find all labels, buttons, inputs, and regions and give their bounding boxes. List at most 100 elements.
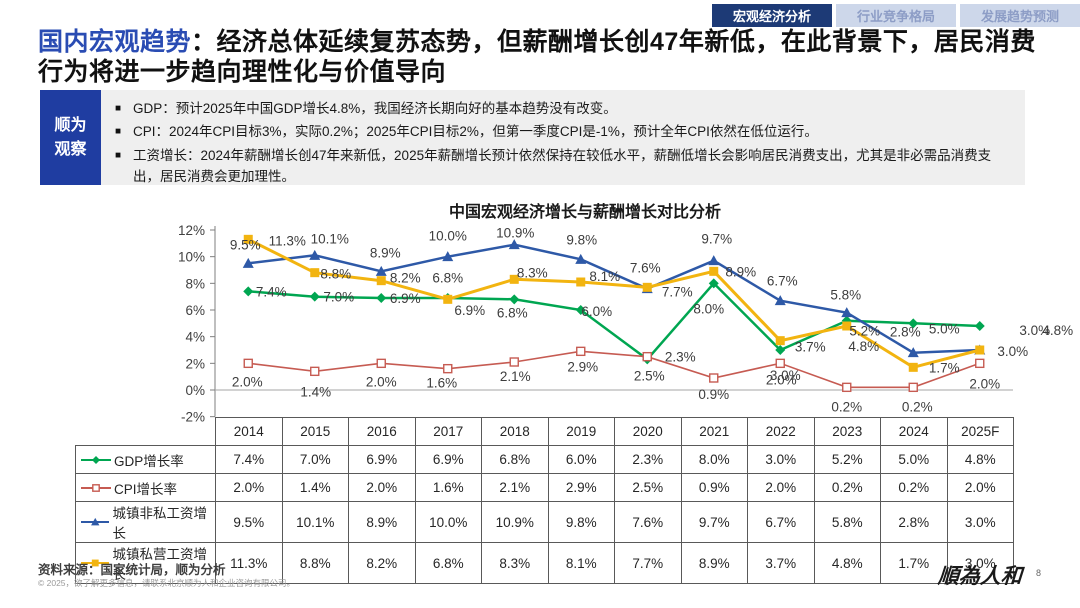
copyright-note: © 2025，欲了解更多信息，请联系北京顺为人和企业咨询有限公司。 <box>38 578 296 588</box>
svg-text:11.3%: 11.3% <box>269 233 306 248</box>
observation-bullet: ■ GDP：预计2025年中国GDP增长4.8%，我国经济长期向好的基本趋势没有改… <box>115 98 1011 119</box>
value-cell: 7.7% <box>614 542 682 584</box>
value-cell: 1.6% <box>414 473 482 502</box>
value-cell: 3.0% <box>946 501 1014 543</box>
value-cell: 3.7% <box>747 542 815 584</box>
svg-text:10.9%: 10.9% <box>496 226 534 241</box>
svg-text:2.5%: 2.5% <box>634 369 665 384</box>
bullet-square-icon: ■ <box>115 126 122 138</box>
svg-text:2.0%: 2.0% <box>969 376 1000 391</box>
svg-text:8.2%: 8.2% <box>390 271 421 286</box>
value-cell: 3.0% <box>946 542 1014 584</box>
observer-badge-line1: 顺为 <box>54 116 87 134</box>
svg-text:8%: 8% <box>185 276 205 291</box>
year-header: 2023 <box>813 417 881 446</box>
svg-text:5.8%: 5.8% <box>830 288 861 303</box>
value-cell: 6.9% <box>414 445 482 474</box>
table-row: 城镇私营工资增长 11.3% 8.8% 8.2% 6.8% 8.3% 8.1% 7.7% 8.9… <box>75 542 1014 584</box>
table-corner <box>76 418 216 446</box>
svg-text:8.1%: 8.1% <box>589 269 620 284</box>
svg-text:2.0%: 2.0% <box>366 374 397 389</box>
series-name: 城镇非私工资增长 <box>112 506 207 541</box>
chart-title: 中国宏观经济增长与薪酬增长对比分析 <box>448 204 721 221</box>
svg-text:6.8%: 6.8% <box>497 305 528 320</box>
svg-text:6.0%: 6.0% <box>581 304 612 319</box>
svg-text:2.0%: 2.0% <box>766 372 797 387</box>
svg-text:2.9%: 2.9% <box>567 359 598 374</box>
svg-text:8.9%: 8.9% <box>725 264 756 279</box>
tab-trend-forecast[interactable]: 发展趋势预测 <box>960 4 1080 27</box>
observer-badge: 顺为 观察 <box>40 90 101 185</box>
svg-text:5.0%: 5.0% <box>929 321 960 336</box>
svg-text:2%: 2% <box>185 356 205 371</box>
svg-text:4.8%: 4.8% <box>1042 323 1073 338</box>
svg-text:5.2%: 5.2% <box>849 324 880 339</box>
value-cell: 8.8% <box>281 542 349 584</box>
value-cell: 6.0% <box>547 445 615 474</box>
svg-text:8.9%: 8.9% <box>370 245 401 260</box>
legend-marker-icon <box>81 559 110 567</box>
value-cell: 1.4% <box>281 473 349 502</box>
legend-marker-icon <box>81 483 111 492</box>
svg-text:8.8%: 8.8% <box>320 267 351 282</box>
svg-text:7.7%: 7.7% <box>662 284 693 299</box>
observation-bullet: ■ CPI：2024年CPI目标3%，实际0.2%；2025年CPI目标2%，但第… <box>115 121 1011 142</box>
svg-text:7.4%: 7.4% <box>256 284 287 299</box>
svg-text:7.6%: 7.6% <box>630 261 661 276</box>
value-cell: 10.1% <box>281 501 349 543</box>
svg-text:6.7%: 6.7% <box>767 274 798 289</box>
svg-text:9.7%: 9.7% <box>701 232 732 247</box>
svg-text:3.7%: 3.7% <box>795 340 826 355</box>
observer-badge-line2: 观察 <box>54 140 87 158</box>
svg-text:4%: 4% <box>185 330 205 345</box>
tab-industry-competition[interactable]: 行业竞争格局 <box>836 4 956 27</box>
svg-text:3.0%: 3.0% <box>997 344 1028 359</box>
svg-text:6%: 6% <box>185 303 205 318</box>
table-row: GDP增长率 7.4% 7.0% 6.9% 6.9% 6.8% 6.0% 2.3% 8.0% 3.… <box>75 445 1014 474</box>
value-cell: 9.5% <box>215 501 283 543</box>
value-cell: 2.9% <box>547 473 615 502</box>
observation-text: 工资增长：2024年薪酬增长创47年来新低，2025年薪酬增长预计依然保持在较低… <box>133 147 992 184</box>
svg-text:2.8%: 2.8% <box>890 325 921 340</box>
legend-cell: CPI增长率 <box>75 473 216 502</box>
page-title: 国内宏观趋势：经济总体延续复苏态势，但薪酬增长创47年新低，在此背景下，居民消费… <box>38 27 1052 87</box>
svg-text:3.0%: 3.0% <box>1019 323 1050 338</box>
bullet-square-icon: ■ <box>115 149 122 161</box>
svg-text:9.5%: 9.5% <box>230 237 261 252</box>
value-cell: 2.5% <box>614 473 682 502</box>
value-cell: 7.4% <box>215 445 283 474</box>
svg-text:4.8%: 4.8% <box>848 339 879 354</box>
observation-body: ■ GDP：预计2025年中国GDP增长4.8%，我国经济长期向好的基本趋势没有改… <box>101 90 1025 185</box>
page-number: 8 <box>1036 568 1042 578</box>
value-cell: 7.0% <box>281 445 349 474</box>
value-cell: 2.0% <box>946 473 1014 502</box>
svg-text:3.0%: 3.0% <box>770 368 801 383</box>
year-header: 2022 <box>747 417 815 446</box>
year-header: 2018 <box>481 417 549 446</box>
observation-text: CPI：2024年CPI目标3%，实际0.2%；2025年CPI目标2%，但第一… <box>133 124 818 140</box>
value-cell: 1.7% <box>880 542 948 584</box>
value-cell: 5.0% <box>880 445 948 474</box>
value-cell: 0.2% <box>880 473 948 502</box>
value-cell: 8.0% <box>680 445 748 474</box>
value-cell: 2.0% <box>747 473 815 502</box>
value-cell: 6.8% <box>414 542 482 584</box>
value-cell: 3.0% <box>747 445 815 474</box>
observation-panel: 顺为 观察 ■ GDP：预计2025年中国GDP增长4.8%，我国经济长期向好的基… <box>40 90 1025 185</box>
tab-macro-economy[interactable]: 宏观经济分析 <box>712 4 832 27</box>
value-cell: 5.8% <box>813 501 881 543</box>
value-cell: 8.1% <box>547 542 615 584</box>
series-name: GDP增长率 <box>114 453 184 469</box>
legend-cell: GDP增长率 <box>75 445 216 474</box>
svg-text:1.7%: 1.7% <box>929 360 960 375</box>
value-cell: 0.2% <box>813 473 881 502</box>
svg-text:7.0%: 7.0% <box>323 290 354 305</box>
company-logo: 順為人和 <box>937 563 1023 588</box>
series-name: CPI增长率 <box>114 481 178 497</box>
value-cell: 2.8% <box>880 501 948 543</box>
year-header: 2015 <box>281 417 349 446</box>
value-cell: 10.0% <box>414 501 482 543</box>
svg-text:6.9%: 6.9% <box>390 291 421 306</box>
data-table: 2014 2015 2016 2017 2018 2019 2020 2021 2022 2023… <box>75 417 1014 584</box>
